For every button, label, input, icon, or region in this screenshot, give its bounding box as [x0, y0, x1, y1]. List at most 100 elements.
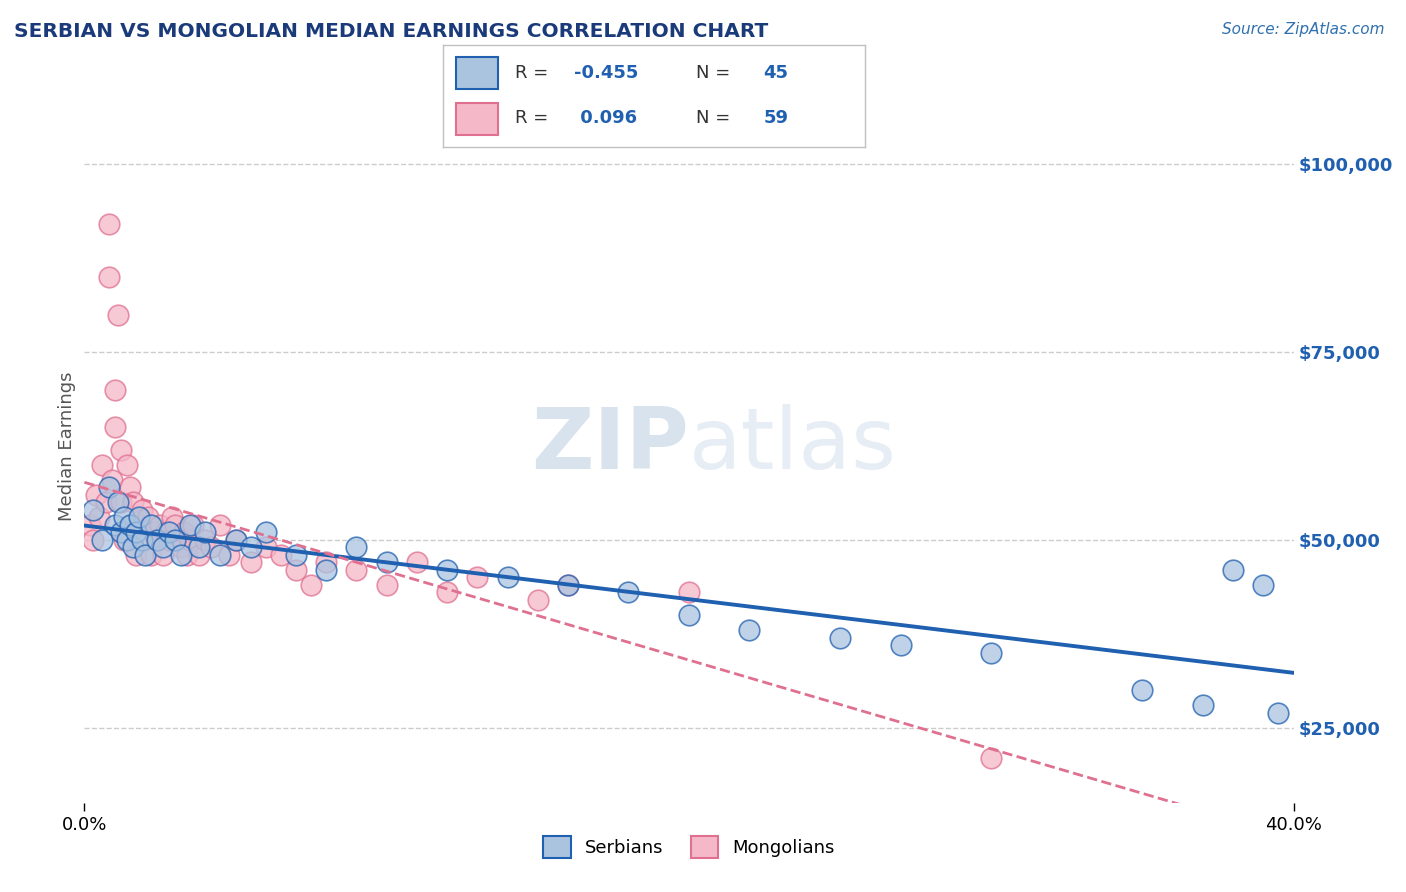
Point — [128, 517, 150, 532]
Point — [225, 533, 247, 547]
Point — [209, 548, 232, 562]
Point — [86, 488, 108, 502]
Point — [121, 541, 143, 555]
Y-axis label: Median Earnings: Median Earnings — [58, 371, 76, 521]
Point — [91, 458, 114, 472]
Point — [315, 563, 337, 577]
Point — [152, 541, 174, 555]
Point — [118, 517, 141, 532]
Point — [100, 473, 122, 487]
Point — [118, 517, 141, 532]
Point — [1267, 706, 1289, 720]
Point — [225, 533, 247, 547]
Point — [239, 541, 262, 555]
Point — [97, 480, 120, 494]
Point — [115, 533, 138, 547]
Point — [142, 525, 165, 540]
Text: R =: R = — [515, 64, 554, 82]
FancyBboxPatch shape — [456, 57, 498, 88]
Point — [110, 442, 132, 457]
Point — [557, 578, 579, 592]
Point — [406, 556, 429, 570]
Point — [678, 585, 700, 599]
Text: 45: 45 — [763, 64, 789, 82]
Text: N =: N = — [696, 110, 735, 128]
Point — [131, 533, 153, 547]
Point — [121, 495, 143, 509]
Point — [125, 525, 148, 540]
Point — [115, 458, 138, 472]
Point — [239, 556, 262, 570]
Point — [496, 570, 519, 584]
Text: Source: ZipAtlas.com: Source: ZipAtlas.com — [1222, 22, 1385, 37]
Point — [209, 517, 232, 532]
Point — [254, 541, 277, 555]
Point — [160, 510, 183, 524]
Point — [270, 548, 292, 562]
Point — [170, 541, 193, 555]
Text: atlas: atlas — [689, 404, 897, 488]
Point — [617, 585, 640, 599]
Point — [254, 525, 277, 540]
Point — [179, 533, 201, 547]
FancyBboxPatch shape — [456, 103, 498, 135]
Point — [149, 517, 172, 532]
Point — [97, 270, 120, 285]
Point — [980, 646, 1002, 660]
Point — [165, 533, 187, 547]
Point — [738, 623, 761, 637]
Point — [194, 525, 217, 540]
Point — [194, 533, 217, 547]
Point — [82, 533, 104, 547]
Legend: Serbians, Mongolians: Serbians, Mongolians — [536, 829, 842, 865]
Point — [1253, 578, 1275, 592]
Point — [299, 578, 322, 592]
Point — [188, 541, 211, 555]
Point — [128, 510, 150, 524]
Text: 0.096: 0.096 — [574, 110, 637, 128]
Text: 59: 59 — [763, 110, 789, 128]
Point — [118, 480, 141, 494]
Point — [107, 495, 129, 509]
Point — [110, 525, 132, 540]
Point — [830, 631, 852, 645]
Point — [285, 563, 308, 577]
Point — [125, 548, 148, 562]
Point — [139, 548, 162, 562]
Point — [97, 218, 120, 232]
Point — [436, 563, 458, 577]
Text: -0.455: -0.455 — [574, 64, 638, 82]
Point — [436, 585, 458, 599]
Point — [375, 578, 398, 592]
Point — [91, 533, 114, 547]
Point — [146, 533, 169, 547]
Point — [980, 750, 1002, 764]
Text: R =: R = — [515, 110, 554, 128]
Point — [678, 607, 700, 622]
Point — [131, 503, 153, 517]
Point — [157, 525, 180, 540]
Point — [527, 593, 550, 607]
Point — [146, 533, 169, 547]
Text: ZIP: ZIP — [531, 404, 689, 488]
Point — [1130, 683, 1153, 698]
Point — [139, 517, 162, 532]
Point — [82, 503, 104, 517]
Point — [315, 556, 337, 570]
Point — [176, 548, 198, 562]
Point — [170, 548, 193, 562]
Text: SERBIAN VS MONGOLIAN MEDIAN EARNINGS CORRELATION CHART: SERBIAN VS MONGOLIAN MEDIAN EARNINGS COR… — [14, 22, 768, 41]
Point — [104, 420, 127, 434]
Point — [94, 495, 117, 509]
Point — [346, 541, 368, 555]
Point — [218, 548, 240, 562]
Point — [134, 548, 156, 562]
Point — [1192, 698, 1215, 713]
Point — [112, 533, 135, 547]
Point — [165, 517, 187, 532]
Point — [157, 533, 180, 547]
Point — [188, 548, 211, 562]
Point — [152, 548, 174, 562]
Point — [104, 383, 127, 397]
Point — [346, 563, 368, 577]
